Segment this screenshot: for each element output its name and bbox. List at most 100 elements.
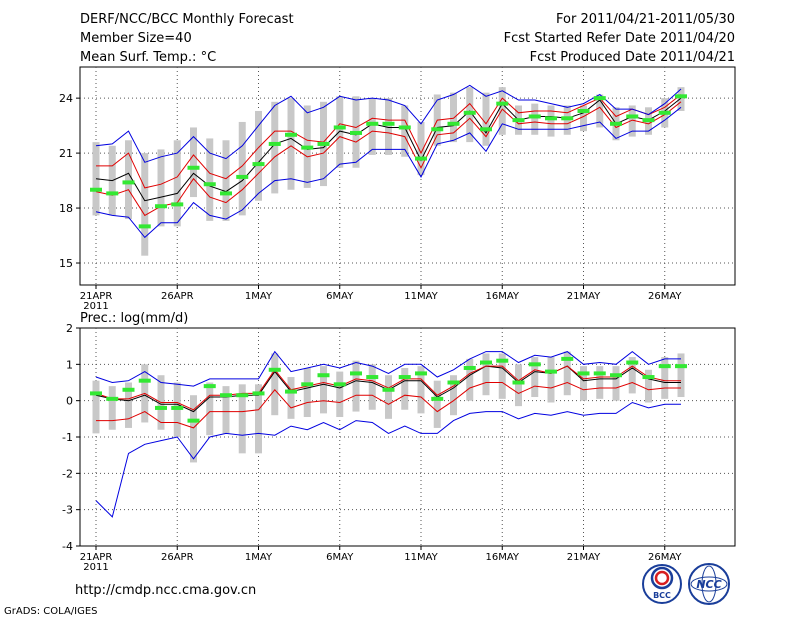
prec-observed-27 xyxy=(528,362,541,367)
temp-observed-36 xyxy=(675,94,687,99)
prec-ytick-label-1: -3 xyxy=(62,504,73,517)
member-size-label: Member Size=40 xyxy=(80,31,192,46)
prec-observed-32 xyxy=(610,373,622,378)
temp-observed-16 xyxy=(350,130,362,135)
temp-xtick-label-4: 11MAY xyxy=(404,291,438,302)
bcc-logo-text: BCC xyxy=(653,591,671,600)
prec-observed-28 xyxy=(545,369,557,374)
prec-member-box-14 xyxy=(320,366,327,414)
temperature-observed-marks xyxy=(90,94,687,229)
temp-xtick-label-1: 26APR xyxy=(161,291,194,302)
prec-observed-9 xyxy=(236,393,249,398)
temperature-panel: 15 18 21 24 21APR 26APR 1MAY 6MAY 11MAY 16MAY 21M… xyxy=(59,66,736,312)
prec-ytick-label-3: -1 xyxy=(62,431,73,444)
prec-series-min xyxy=(95,401,681,518)
temp-observed-15 xyxy=(333,125,346,130)
temp-observed-19 xyxy=(398,125,411,130)
prec-xtick-label-5: 16MAY xyxy=(485,552,519,563)
prec-member-box-9 xyxy=(238,384,246,454)
temp-observed-14 xyxy=(317,141,330,146)
prec-member-box-16 xyxy=(352,360,360,412)
prec-ytick-label-5: 1 xyxy=(66,358,73,371)
prec-member-box-18 xyxy=(385,375,392,419)
temp-member-box-18 xyxy=(385,98,392,155)
prec-ytick-label-4: 0 xyxy=(66,395,73,408)
chart-title: DERF/NCC/BCC Monthly Forecast xyxy=(80,12,294,27)
prec-xtick-label-2: 1MAY xyxy=(245,552,273,563)
variable-label: Mean Surf. Temp.: °C xyxy=(80,50,216,65)
temp-member-box-30 xyxy=(580,105,587,132)
produced-date-label: Fcst Produced Date 2011/04/21 xyxy=(530,50,735,65)
temp-series-max xyxy=(95,84,682,163)
temp-series-lower-spread xyxy=(95,101,682,217)
prec-observed-24 xyxy=(480,360,492,365)
prec-member-box-20 xyxy=(417,366,425,414)
prec-member-box-15 xyxy=(336,371,344,418)
prec-xtick-label-1: 26APR xyxy=(161,552,194,563)
grads-credit: GrADS: COLA/IGES xyxy=(4,606,98,617)
prec-member-box-24 xyxy=(482,353,490,396)
temp-ytick-label-3: 24 xyxy=(59,92,73,105)
prec-observed-36 xyxy=(675,364,687,369)
prec-observed-2 xyxy=(122,387,135,392)
temp-xtick-label-5: 16MAY xyxy=(485,291,519,302)
temp-observed-5 xyxy=(171,202,184,207)
temp-observed-1 xyxy=(106,191,119,196)
prec-observed-3 xyxy=(138,378,151,383)
temp-xtick-label-6: 21MAY xyxy=(567,291,601,302)
temp-member-box-6 xyxy=(190,127,197,198)
temp-observed-30 xyxy=(577,108,590,113)
prec-member-box-11 xyxy=(271,353,279,416)
temp-ytick-label-0: 15 xyxy=(59,257,73,270)
temp-member-box-36 xyxy=(677,87,685,111)
prec-observed-35 xyxy=(658,364,671,369)
prec-member-box-32 xyxy=(612,366,620,401)
temp-member-box-20 xyxy=(417,121,425,176)
prec-observed-12 xyxy=(285,389,297,394)
prec-observed-21 xyxy=(431,396,444,401)
prec-member-box-0 xyxy=(92,380,100,434)
temp-ytick-label-2: 21 xyxy=(59,147,73,160)
temp-member-box-31 xyxy=(596,94,604,128)
source-url-link[interactable]: http://cmdp.ncc.cma.gov.cn xyxy=(75,583,256,598)
temp-year-label: 2011 xyxy=(83,301,108,312)
prec-xtick-label-7: 26MAY xyxy=(648,552,682,563)
temp-observed-27 xyxy=(528,114,541,119)
temp-member-box-17 xyxy=(368,98,376,155)
temp-observed-26 xyxy=(512,118,525,123)
prec-observed-33 xyxy=(626,360,639,365)
temp-member-box-33 xyxy=(628,105,636,137)
prec-observed-17 xyxy=(366,375,379,380)
prec-member-box-10 xyxy=(255,384,262,454)
prec-observed-1 xyxy=(106,396,119,401)
prec-member-box-27 xyxy=(531,357,539,398)
temp-ytick-label-1: 18 xyxy=(59,202,73,215)
prec-ytick-label-6: 2 xyxy=(66,322,73,335)
temp-member-box-19 xyxy=(401,105,409,157)
temp-xtick-label-3: 6MAY xyxy=(326,291,354,302)
temp-observed-33 xyxy=(626,114,639,119)
temp-observed-4 xyxy=(155,204,167,209)
temperature-y-axis: 15 18 21 24 xyxy=(59,92,80,270)
temp-observed-23 xyxy=(463,110,476,115)
temperature-x-axis: 21APR 26APR 1MAY 6MAY 11MAY 16MAY 21MAY 26MAY 20… xyxy=(80,285,682,312)
prec-observed-30 xyxy=(577,371,590,376)
prec-observed-4 xyxy=(155,405,167,410)
prec-member-box-12 xyxy=(287,377,295,419)
temp-observed-9 xyxy=(236,174,249,179)
temp-member-box-22 xyxy=(450,92,457,143)
prec-member-box-26 xyxy=(515,364,522,407)
temp-observed-12 xyxy=(285,132,297,137)
prec-observed-10 xyxy=(252,391,265,396)
precipitation-y-axis: -4 -3 -2 -1 0 1 2 xyxy=(62,322,80,553)
temp-observed-32 xyxy=(610,121,622,126)
prec-member-box-6 xyxy=(190,395,197,463)
ncc-logo-text: NCC xyxy=(696,578,721,591)
prec-observed-20 xyxy=(415,371,427,376)
temp-member-box-11 xyxy=(271,101,279,194)
prec-member-box-30 xyxy=(580,366,587,401)
prec-xtick-label-3: 6MAY xyxy=(326,552,354,563)
prec-observed-25 xyxy=(496,358,509,363)
prec-observed-29 xyxy=(561,356,574,361)
prec-observed-18 xyxy=(382,387,395,392)
